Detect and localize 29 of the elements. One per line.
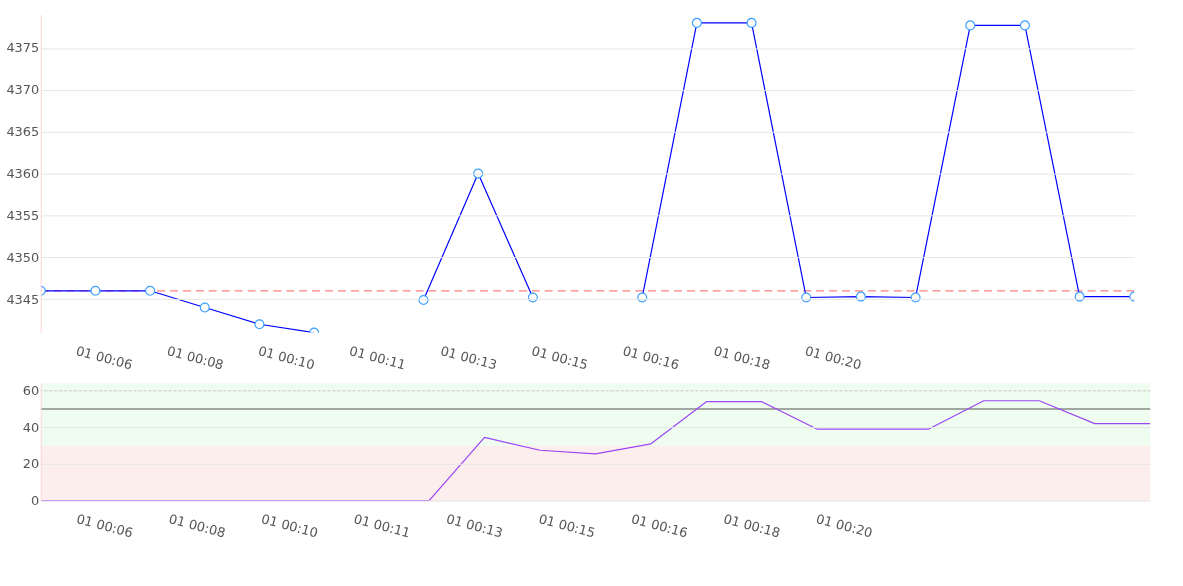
x-tick-label: 01 00:06 bbox=[74, 511, 135, 541]
x-tick-label: 01 00:16 bbox=[629, 511, 690, 541]
x-tick-label: 01 00:08 bbox=[165, 343, 226, 373]
x-tick-label: 01 00:11 bbox=[347, 343, 408, 373]
x-tick-label: 01 00:10 bbox=[256, 343, 317, 373]
y-tick-label: 4375 bbox=[6, 40, 40, 56]
x-tick-label: 01 00:15 bbox=[529, 343, 590, 373]
x-tick-label: 01 00:11 bbox=[352, 511, 412, 541]
x-tick-label: 01 00:08 bbox=[167, 511, 227, 541]
x-tick-label: 01 00:20 bbox=[814, 511, 875, 541]
x-tick-label: 01 00:06 bbox=[74, 343, 135, 373]
y-tick-label: 4345 bbox=[6, 291, 40, 307]
x-tick-label: 01 00:16 bbox=[621, 343, 681, 373]
y-tick-label: 4355 bbox=[6, 207, 40, 223]
x-tick-label: 01 00:20 bbox=[803, 343, 864, 373]
y-tick-label: 40 bbox=[22, 419, 40, 435]
y-tick-label: 4350 bbox=[6, 249, 40, 265]
x-tick-label: 01 00:15 bbox=[537, 511, 597, 541]
y-tick-label: 20 bbox=[22, 456, 40, 472]
x-tick-label: 01 00:13 bbox=[438, 343, 499, 373]
y-tick-label: 4370 bbox=[6, 82, 40, 98]
y-tick-label: 4365 bbox=[6, 124, 40, 140]
x-tick-label: 01 00:18 bbox=[722, 511, 782, 541]
x-tick-label: 01 00:13 bbox=[444, 511, 505, 541]
x-tick-label: 01 00:18 bbox=[712, 343, 772, 373]
y-tick-label: 4360 bbox=[6, 166, 40, 182]
x-tick-label: 01 00:10 bbox=[259, 511, 320, 541]
y-tick-label: 60 bbox=[22, 383, 40, 399]
y-tick-label: 0 bbox=[31, 493, 40, 509]
